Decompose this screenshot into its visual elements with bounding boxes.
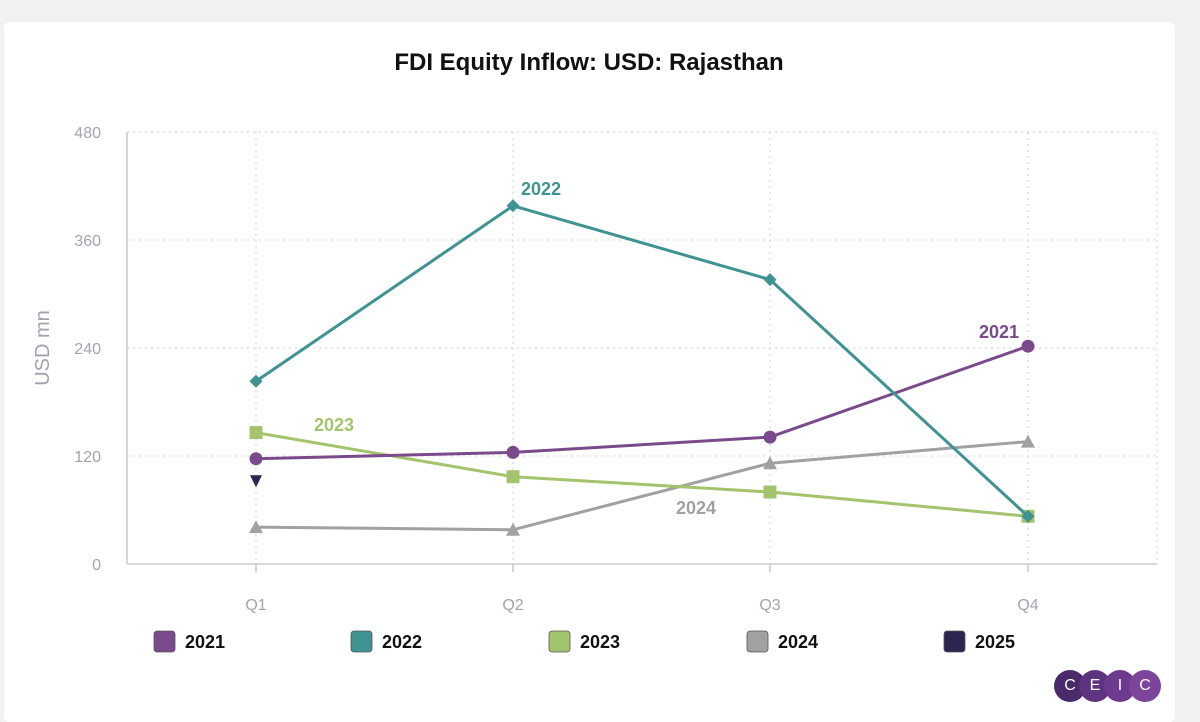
legend-item-2025: 2025 [943,630,1015,653]
y-axis-title: USD mn [32,310,54,386]
legend-item-2023: 2023 [548,630,620,653]
data-point [1021,339,1035,353]
series-label-2021: 2021 [979,322,1019,342]
data-point [249,374,263,388]
series-line-2021 [255,344,1029,461]
y-tick-label: 0 [92,557,101,574]
data-point [1021,509,1035,523]
legend-label: 2024 [778,632,818,652]
x-tick-label: Q1 [245,597,266,614]
series-label-2024: 2024 [676,498,716,518]
series-2021 [249,339,1035,466]
ceic-logo: C E I C [1054,670,1161,702]
series-label-2022: 2022 [521,179,561,199]
series-2024 [249,434,1035,536]
legend-item-2024: 2024 [746,630,818,653]
data-point [249,426,263,440]
legend-swatch [943,630,966,653]
data-point [1021,434,1035,448]
logo-letter: C [1129,670,1161,702]
legend-label: 2021 [185,632,225,652]
y-tick-label: 240 [74,341,101,358]
data-point [763,456,777,470]
legend-swatch [746,630,769,653]
series-line-2024 [255,440,1029,532]
data-point [763,430,777,444]
data-point [506,522,520,536]
series-label-2023: 2023 [314,415,354,435]
data-point [763,273,777,287]
legend-label: 2023 [580,632,620,652]
legend-label: 2025 [975,632,1015,652]
legend-item-2022: 2022 [350,630,422,653]
legend-swatch [350,630,373,653]
y-tick-label: 480 [74,125,101,142]
chart-card: 0 120 240 360 480 Q1 Q2 Q3 Q4 USD mn 2021 2022 2023… [4,22,1175,722]
data-point [249,520,263,534]
legend-item-2021: 2021 [153,630,225,653]
data-point [506,445,520,459]
series-line-2022 [255,204,1030,518]
data-point [250,475,262,488]
y-tick-label: 120 [74,449,101,466]
y-tick-label: 360 [74,233,101,250]
legend-swatch [153,630,176,653]
series-2025 [250,475,262,488]
series-2023 [249,426,1035,523]
series-2022 [249,199,1035,523]
x-tick-label: Q3 [759,597,780,614]
x-tick-label: Q4 [1017,597,1038,614]
data-point [249,452,263,466]
data-point [506,470,520,484]
legend-swatch [548,630,571,653]
chart-title: FDI Equity Inflow: USD: Rajasthan [394,49,783,76]
x-tick-label: Q2 [502,597,523,614]
data-point [506,199,520,213]
data-point [763,485,777,499]
legend-label: 2022 [382,632,422,652]
line-chart: 0 120 240 360 480 Q1 Q2 Q3 Q4 USD mn 2021 2022 2023… [32,49,1158,653]
